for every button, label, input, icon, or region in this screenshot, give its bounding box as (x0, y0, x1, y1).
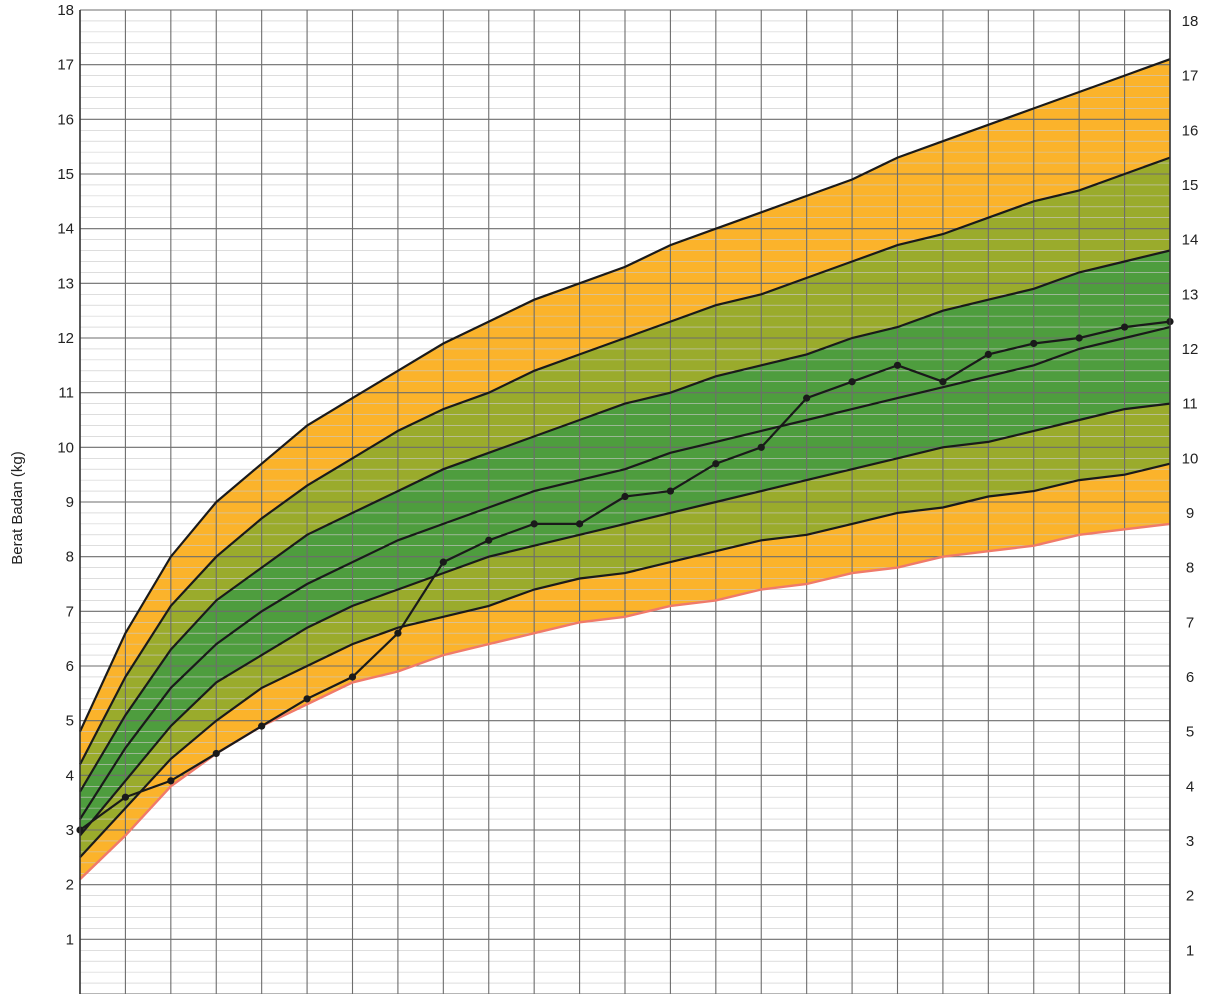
y-tick-right-2: 2 (1186, 888, 1194, 905)
y-axis-label: Berat Badan (kg) (9, 451, 26, 564)
y-tick-right-11: 11 (1182, 396, 1198, 413)
y-tick-right-7: 7 (1186, 614, 1194, 631)
reference-curve-4 (79, 326, 1171, 820)
y-tick-right-15: 15 (1182, 177, 1199, 194)
y-tick-left-1: 1 (66, 931, 74, 948)
y-tick-left-9: 9 (66, 494, 74, 511)
child-weight-point-10 (530, 520, 538, 528)
y-tick-left-18: 18 (57, 2, 74, 19)
y-tick-right-12: 12 (1182, 341, 1199, 358)
child-weight-point-22 (1075, 334, 1083, 342)
child-weight-point-2 (167, 777, 175, 785)
reference-curve-6 (79, 156, 1171, 765)
child-weight-point-16 (803, 394, 811, 402)
y-tick-right-8: 8 (1186, 560, 1194, 577)
y-tick-left-2: 2 (66, 877, 74, 894)
y-tick-left-17: 17 (57, 57, 74, 74)
child-weight-point-5 (303, 695, 311, 703)
child-weight-point-13 (666, 487, 675, 495)
y-tick-left-8: 8 (66, 549, 74, 566)
y-tick-right-10: 10 (1182, 450, 1199, 467)
y-tick-right-17: 17 (1182, 68, 1199, 85)
child-weight-point-4 (258, 722, 266, 730)
y-tick-left-6: 6 (66, 658, 74, 675)
y-tick-left-10: 10 (57, 439, 74, 456)
child-weight-point-11 (575, 520, 584, 528)
y-tick-left-12: 12 (57, 330, 74, 347)
y-tick-left-7: 7 (66, 603, 74, 620)
reference-curve-2 (79, 462, 1171, 859)
y-tick-right-1: 1 (1186, 942, 1194, 959)
y-tick-right-3: 3 (1186, 833, 1194, 850)
child-weight-point-23 (1120, 323, 1129, 331)
child-weight-point-6 (348, 673, 357, 681)
chart-axes: 1234567891011121314151617181234567891011… (57, 2, 1198, 994)
child-weight-point-18 (893, 361, 902, 369)
y-tick-right-4: 4 (1186, 778, 1194, 795)
y-tick-right-6: 6 (1186, 669, 1194, 686)
child-weight-point-19 (939, 378, 947, 386)
child-weight-point-1 (121, 793, 130, 801)
y-tick-left-15: 15 (57, 166, 74, 183)
child-weight-series (76, 318, 1174, 834)
y-tick-right-18: 18 (1182, 13, 1199, 30)
y-tick-right-13: 13 (1182, 286, 1199, 303)
reference-curve-7 (79, 58, 1171, 733)
y-tick-left-13: 13 (57, 275, 74, 292)
child-weight-point-15 (757, 443, 765, 451)
child-weight-point-14 (712, 460, 720, 468)
chart-grid (79, 9, 1171, 994)
y-tick-left-16: 16 (57, 111, 74, 128)
child-weight-point-12 (621, 492, 629, 501)
child-weight-point-20 (984, 350, 992, 358)
y-tick-left-4: 4 (66, 767, 74, 784)
y-tick-left-5: 5 (66, 713, 74, 730)
band-2 (80, 403, 1170, 858)
y-tick-left-3: 3 (66, 822, 74, 839)
child-weight-point-21 (1030, 339, 1038, 348)
y-tick-left-14: 14 (57, 221, 74, 238)
child-weight-point-7 (394, 629, 402, 637)
child-weight-point-3 (212, 749, 220, 758)
y-tick-right-5: 5 (1186, 724, 1194, 741)
child-weight-point-9 (485, 536, 493, 544)
y-tick-right-14: 14 (1182, 232, 1199, 249)
reference-curve-3 (79, 402, 1171, 837)
y-tick-right-9: 9 (1186, 505, 1194, 522)
y-tick-left-11: 11 (58, 385, 74, 402)
y-tick-right-16: 16 (1182, 122, 1199, 139)
reference-curve-5 (79, 249, 1171, 793)
child-weight-point-8 (439, 558, 447, 566)
child-weight-point-17 (848, 378, 856, 386)
